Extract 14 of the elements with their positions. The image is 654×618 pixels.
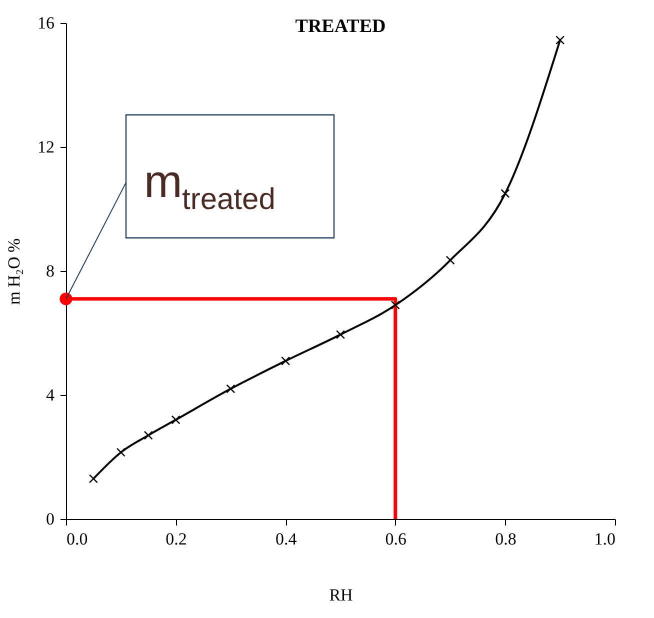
x-tick-label: 1.0 (594, 530, 616, 548)
x-axis-title: RH (329, 586, 353, 604)
y-tick-label: 0 (46, 510, 54, 528)
y-tick-label: 12 (38, 138, 54, 156)
y-tick-label: 8 (46, 262, 54, 280)
x-tick-label: 0.8 (495, 530, 516, 548)
x-tick-label: 0.6 (385, 530, 407, 548)
x-tick-label: 0.4 (275, 530, 298, 548)
y-axis-title: m H₂O % (4, 238, 24, 305)
chart-title: TREATED (295, 16, 386, 37)
y-tick-label: 16 (38, 14, 54, 32)
x-tick-label: 0.0 (66, 530, 88, 548)
x-tick-label: 0.2 (166, 530, 187, 548)
y-tick-label: 4 (46, 386, 55, 404)
